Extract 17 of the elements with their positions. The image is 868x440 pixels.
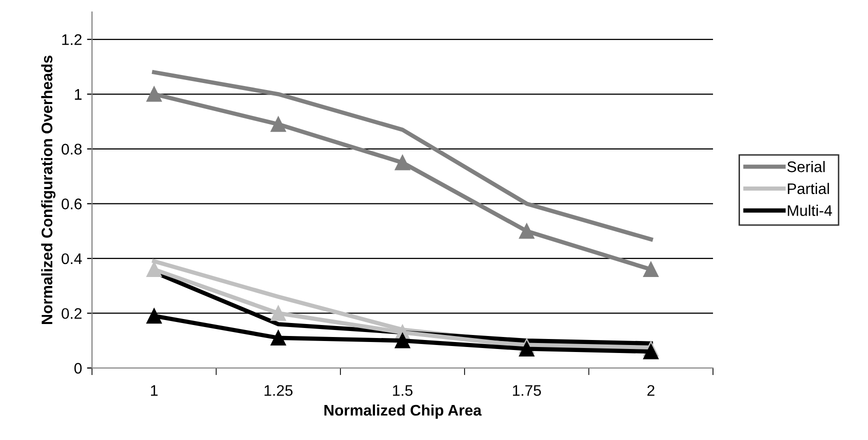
y-tick-label: 0.6 [62, 198, 82, 210]
x-axis-title: Normalized Chip Area [324, 404, 482, 419]
y-axis-title: Normalized Configuration Overheads [41, 56, 56, 324]
y-tick-label: 0.8 [62, 144, 82, 155]
y-tick-label: 0.4 [62, 253, 82, 264]
x-tick-label: 1.75 [513, 385, 541, 396]
x-tick-label: 1 [151, 385, 158, 396]
y-tick-label: 1 [74, 89, 82, 100]
x-tick-label: 1.25 [264, 385, 293, 396]
x-tick-label: 1.5 [393, 385, 412, 396]
y-tick-label: 0.2 [62, 308, 82, 319]
x-tick-label: 2 [647, 385, 654, 396]
y-tick-label: 0 [74, 362, 82, 374]
y-tick-label: 1.2 [62, 34, 82, 45]
legend-label: Serial [787, 161, 825, 172]
legend-label: Partial [788, 182, 829, 194]
legend-label: Multi-4 [788, 204, 832, 216]
